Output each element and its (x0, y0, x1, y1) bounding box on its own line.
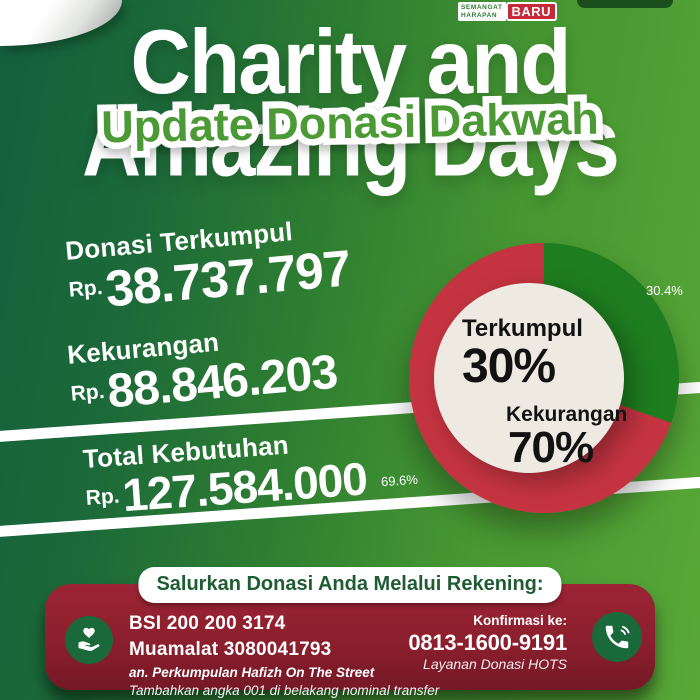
organization-logo: SEMANGAT HARAPAN BARU (458, 2, 558, 21)
bank-account-bsi: BSI 200 200 3174 (129, 613, 286, 634)
title-line-2: Amazing Days (82, 89, 620, 197)
logo-badge: BARU (505, 2, 558, 21)
stat-kekurangan: Kekurangan Rp. 88.846.203 (66, 317, 339, 419)
bank-account-block: BSI 200 200 3174 Muamalat 3080041793 an.… (129, 613, 439, 699)
donut-center: Terkumpul 30% Kekurangan 70% (434, 283, 628, 473)
phone-icon (592, 612, 642, 662)
donut-center-percent-terkumpul: 30% (462, 340, 556, 393)
transfer-note: Tambahkan angka 001 di belakang nominal … (129, 683, 440, 699)
donut-center-percent-kekurangan: 70% (508, 423, 594, 472)
slice-label-red: 69.6% (380, 471, 419, 490)
stat-donasi-terkumpul: Donasi Terkumpul Rp. 38.737.797 (64, 211, 352, 317)
donation-heading: Salurkan Donasi Anda Melalui Rekening: (138, 567, 562, 603)
bank-account-muamalat: Muamalat 3080041793 (129, 638, 332, 660)
title-line-1: Charity and (130, 10, 572, 113)
donut-center-label-terkumpul: Terkumpul (462, 315, 583, 342)
top-tab-decoration (577, 0, 673, 8)
hand-heart-icon (65, 616, 113, 664)
currency-prefix: Rp. (69, 379, 106, 406)
confirmation-phone-number: 0813-1600-9191 (408, 629, 567, 655)
donut-center-label-kekurangan: Kekurangan (506, 403, 628, 426)
currency-prefix: Rp. (84, 484, 121, 510)
logo-line1: SEMANGAT (461, 4, 503, 12)
logo-line2: HARAPAN (461, 11, 498, 19)
account-holder-name: an. Perkumpulan Hafizh On The Street (129, 664, 375, 680)
donut-ring: Terkumpul 30% Kekurangan 70% (409, 243, 679, 513)
confirm-label: Konfirmasi ke: (473, 613, 567, 628)
confirmation-block: Konfirmasi ke: 0813-1600-9191 Layanan Do… (408, 613, 567, 672)
slice-label-green: 30.4% (646, 283, 683, 298)
donation-info-box: Salurkan Donasi Anda Melalui Rekening: B… (45, 567, 655, 698)
service-name: Layanan Donasi HOTS (423, 655, 567, 672)
logo-text: SEMANGAT HARAPAN (458, 2, 506, 21)
currency-prefix: Rp. (67, 275, 104, 302)
stat-total-kebutuhan: Total Kebutuhan Rp. 127.584.000 (82, 424, 369, 522)
